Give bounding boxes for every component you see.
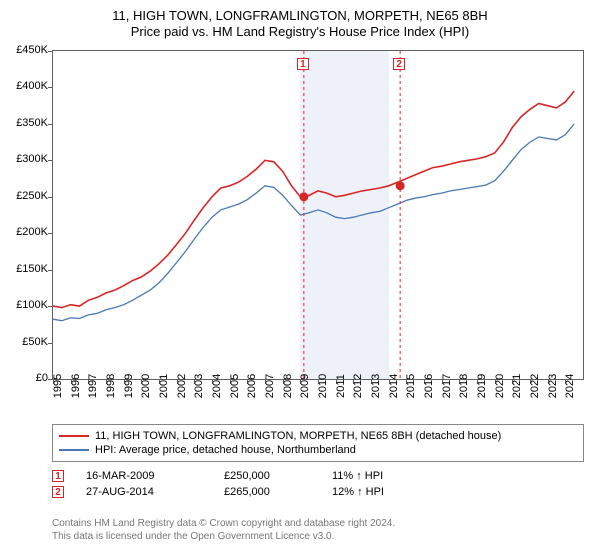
- x-axis-tick-label: 2023: [547, 374, 559, 398]
- y-axis-tick-label: £450K: [0, 44, 48, 56]
- y-axis-tick-label: £100K: [0, 299, 48, 311]
- x-axis-tick-label: 1997: [87, 374, 99, 398]
- sale-date: 27-AUG-2014: [72, 486, 216, 498]
- title-main: 11, HIGH TOWN, LONGFRAMLINGTON, MORPETH,…: [0, 8, 600, 24]
- sale-hpi: 12% ↑ HPI: [332, 486, 442, 498]
- x-axis-tick-label: 2002: [176, 374, 188, 398]
- x-axis-tick-label: 2000: [140, 374, 152, 398]
- y-axis-tick-label: £400K: [0, 80, 48, 92]
- x-axis-tick-label: 2011: [335, 374, 347, 398]
- x-axis-tick-label: 2017: [441, 374, 453, 398]
- legend: 11, HIGH TOWN, LONGFRAMLINGTON, MORPETH,…: [52, 424, 584, 462]
- x-axis-tick-label: 2022: [529, 374, 541, 398]
- sale-row: 1 16-MAR-2009 £250,000 11% ↑ HPI: [52, 468, 584, 484]
- sales-table: 1 16-MAR-2009 £250,000 11% ↑ HPI 2 27-AUG-201…: [52, 468, 584, 500]
- y-axis-tick-label: £150K: [0, 263, 48, 275]
- x-axis-tick-label: 2004: [211, 374, 223, 398]
- sale-price: £250,000: [224, 470, 324, 482]
- sale-row-marker: 2: [52, 486, 64, 498]
- y-axis-tick-label: £350K: [0, 117, 48, 129]
- footnote-line: This data is licensed under the Open Gov…: [52, 531, 584, 544]
- chart-title-block: 11, HIGH TOWN, LONGFRAMLINGTON, MORPETH,…: [0, 0, 600, 41]
- x-axis-tick-label: 2008: [282, 374, 294, 398]
- x-axis-tick-label: 2016: [423, 374, 435, 398]
- x-axis-tick-label: 2005: [229, 374, 241, 398]
- chart-plot-area: [52, 50, 584, 380]
- sale-marker-number-box: 2: [393, 58, 405, 70]
- title-sub: Price paid vs. HM Land Registry's House …: [0, 24, 600, 40]
- x-axis-tick-label: 2003: [193, 374, 205, 398]
- x-axis-tick-label: 2006: [246, 374, 258, 398]
- legend-label: 11, HIGH TOWN, LONGFRAMLINGTON, MORPETH,…: [95, 430, 501, 442]
- x-axis-tick-label: 1999: [123, 374, 135, 398]
- x-axis-tick-label: 1995: [52, 374, 64, 398]
- sale-row-marker: 1: [52, 470, 64, 482]
- x-axis-tick-label: 2009: [299, 374, 311, 398]
- line-chart-svg: [53, 51, 583, 379]
- x-axis-tick-label: 2020: [494, 374, 506, 398]
- y-axis-tick-label: £50K: [0, 336, 48, 348]
- sale-date: 16-MAR-2009: [72, 470, 216, 482]
- x-axis-tick-label: 2007: [264, 374, 276, 398]
- footnote-line: Contains HM Land Registry data © Crown c…: [52, 518, 584, 531]
- x-axis-tick-label: 2012: [352, 374, 364, 398]
- x-axis-tick-label: 1996: [70, 374, 82, 398]
- x-axis-tick-label: 2021: [511, 374, 523, 398]
- x-axis-tick-label: 2013: [370, 374, 382, 398]
- sale-price: £265,000: [224, 486, 324, 498]
- x-axis-tick-label: 2024: [564, 374, 576, 398]
- x-axis-tick-label: 2019: [476, 374, 488, 398]
- legend-row: HPI: Average price, detached house, Nort…: [59, 443, 577, 457]
- legend-swatch-hpi: [59, 449, 89, 451]
- x-axis-tick-label: 2014: [388, 374, 400, 398]
- legend-row: 11, HIGH TOWN, LONGFRAMLINGTON, MORPETH,…: [59, 429, 577, 443]
- x-axis-tick-label: 2001: [158, 374, 170, 398]
- x-axis-tick-label: 2010: [317, 374, 329, 398]
- sale-marker-number-box: 1: [297, 58, 309, 70]
- y-axis-tick-label: £250K: [0, 190, 48, 202]
- y-axis-tick-label: £0: [0, 372, 48, 384]
- x-axis-tick-label: 2018: [458, 374, 470, 398]
- footnote: Contains HM Land Registry data © Crown c…: [52, 518, 584, 543]
- sale-hpi: 11% ↑ HPI: [332, 470, 442, 482]
- series-line-hpi: [53, 124, 574, 321]
- y-axis-tick-label: £200K: [0, 226, 48, 238]
- legend-label: HPI: Average price, detached house, Nort…: [95, 444, 356, 456]
- legend-swatch-property: [59, 435, 89, 437]
- sale-row: 2 27-AUG-2014 £265,000 12% ↑ HPI: [52, 484, 584, 500]
- series-line-property: [53, 91, 574, 308]
- x-axis-tick-label: 2015: [405, 374, 417, 398]
- y-axis-tick-label: £300K: [0, 153, 48, 165]
- x-axis-tick-label: 1998: [105, 374, 117, 398]
